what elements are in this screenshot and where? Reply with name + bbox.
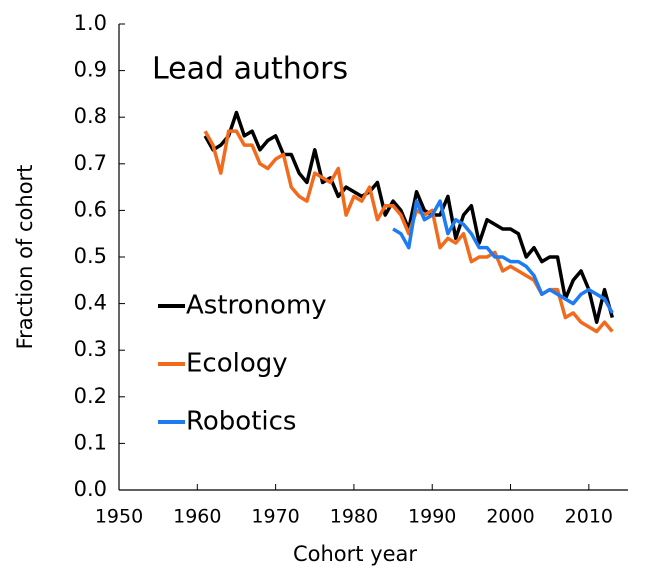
y-tick-label: 1.0 — [74, 11, 107, 35]
y-tick-label: 0.4 — [74, 291, 107, 315]
y-axis-label: Fraction of cohort — [13, 165, 37, 350]
x-tick-label: 1980 — [330, 506, 378, 528]
y-tick-label: 0.6 — [74, 197, 107, 221]
x-tick-label: 1960 — [173, 506, 221, 528]
chart-title: Lead authors — [152, 52, 348, 87]
x-tick-label: 1950 — [95, 506, 143, 528]
series-line — [392, 199, 614, 314]
y-tick-label: 0.9 — [74, 58, 107, 82]
legend-label: Robotics — [186, 407, 296, 437]
legend-label: Astronomy — [186, 291, 327, 321]
y-tick-label: 0.1 — [74, 430, 107, 454]
x-tick-label: 1990 — [408, 506, 456, 528]
x-tick-label: 2010 — [565, 506, 613, 528]
y-tick-label: 0.2 — [74, 384, 107, 408]
y-tick-label: 0.8 — [74, 104, 107, 128]
x-tick-label: 1970 — [251, 506, 299, 528]
y-tick-label: 0.3 — [74, 337, 107, 361]
legend-label: Ecology — [186, 349, 288, 379]
y-tick-label: 0.5 — [74, 244, 107, 268]
y-tick-label: 0.7 — [74, 151, 107, 175]
x-axis-label: Cohort year — [293, 542, 417, 566]
x-tick-label: 2000 — [486, 506, 534, 528]
y-tick-label: 0.0 — [74, 477, 107, 501]
